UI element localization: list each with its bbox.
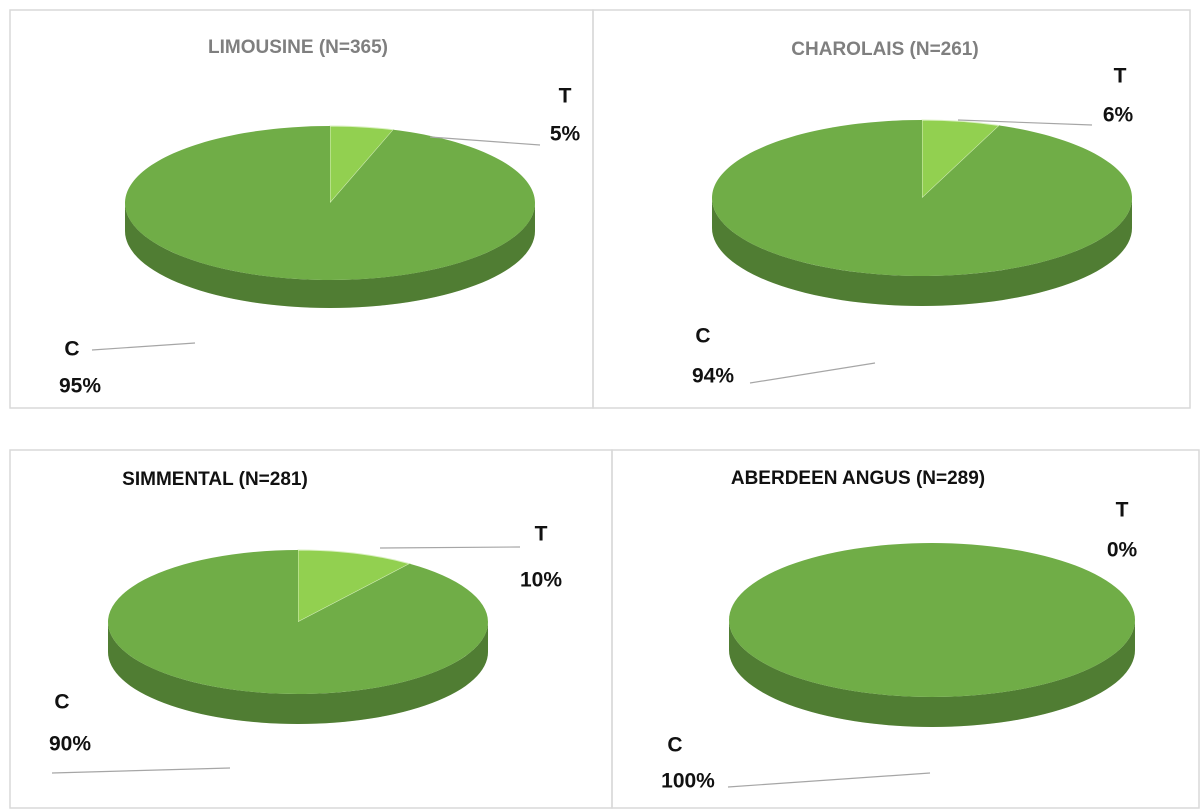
slice — [711, 120, 1133, 276]
side-shade — [712, 198, 1132, 306]
leader-line — [51, 767, 231, 774]
leader-line — [957, 119, 1093, 126]
category-label: T — [559, 85, 572, 108]
value-label: 95% — [59, 375, 101, 398]
slice — [329, 125, 395, 205]
value-label: 90% — [49, 733, 91, 756]
panel — [592, 9, 1191, 409]
slice — [297, 549, 412, 623]
category-label: C — [54, 691, 69, 714]
slice — [729, 543, 1135, 697]
chart-title: ABERDEEN ANGUS (N=289) — [731, 468, 985, 489]
slice — [124, 126, 536, 280]
category-label: T — [1114, 65, 1127, 88]
value-label: 10% — [520, 569, 562, 592]
panel — [611, 449, 1200, 809]
category-label: T — [535, 523, 548, 546]
slice-side — [729, 620, 1135, 727]
slice-side — [108, 622, 488, 724]
leader-line — [429, 136, 541, 146]
chart-title: LIMOUSINE (N=365) — [208, 37, 388, 58]
category-label: C — [695, 325, 710, 348]
leader-line — [749, 362, 876, 384]
value-label: 5% — [550, 123, 581, 146]
chart-title: CHAROLAIS (N=261) — [791, 39, 978, 60]
slice-side — [712, 198, 1132, 306]
side-shade — [729, 620, 1135, 727]
leader-line — [727, 772, 931, 788]
category-label: T — [1116, 499, 1129, 522]
slice-side — [125, 203, 535, 308]
side-shade — [125, 203, 535, 308]
leader-line — [379, 546, 521, 549]
value-label: 0% — [1107, 539, 1138, 562]
leader-line — [91, 342, 196, 351]
slice — [921, 119, 1001, 200]
side-shade — [108, 622, 488, 724]
value-label: 6% — [1103, 104, 1134, 127]
category-label: C — [64, 338, 79, 361]
value-label: 94% — [692, 365, 734, 388]
category-label: C — [667, 734, 682, 757]
chart-title: SIMMENTAL (N=281) — [122, 469, 308, 490]
slice — [107, 550, 488, 695]
value-label: 100% — [661, 770, 715, 793]
